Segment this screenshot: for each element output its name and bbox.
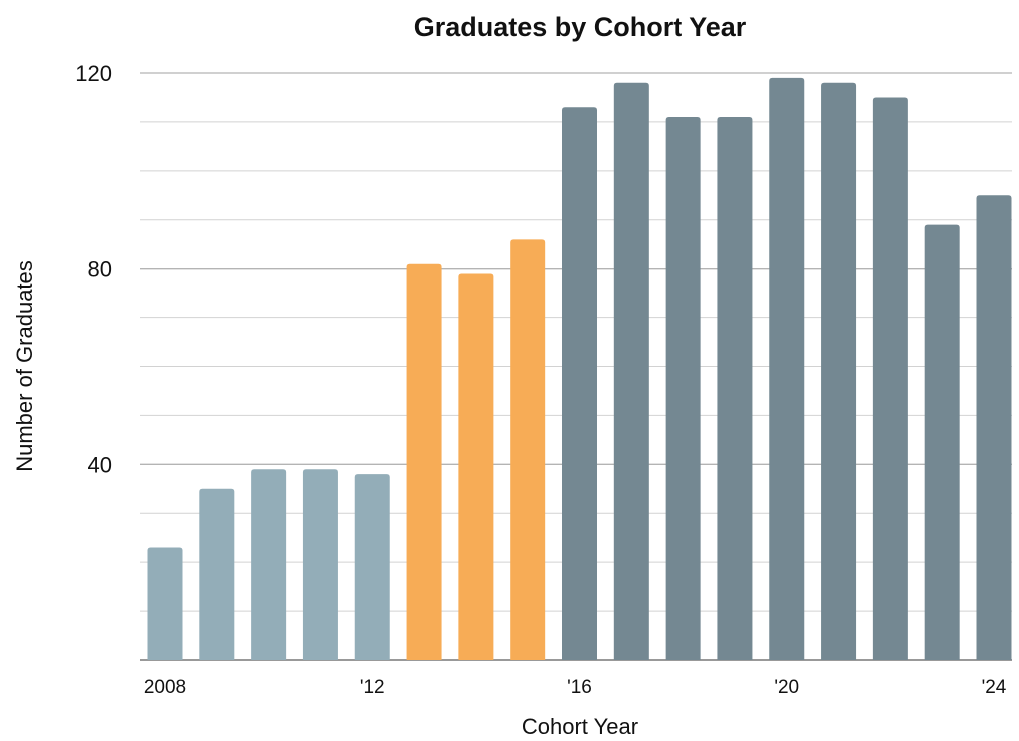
- x-tick-label: '24: [982, 677, 1007, 698]
- x-tick-label: '20: [774, 677, 799, 698]
- bar-2008: [147, 547, 183, 660]
- bar-2013: [406, 263, 442, 660]
- x-tick-label: '12: [360, 677, 385, 698]
- bar-2011: [302, 469, 338, 660]
- bar-2024: [976, 195, 1012, 660]
- bar-2019: [717, 117, 753, 660]
- bar-2023: [924, 224, 960, 660]
- bar-2012: [354, 474, 390, 660]
- y-tick-label: 40: [88, 452, 112, 477]
- y-tick-layer: 40 80 120: [75, 61, 112, 477]
- y-axis-label: Number of Graduates: [12, 260, 37, 472]
- bar-2021: [821, 82, 857, 661]
- chart-title: Graduates by Cohort Year: [414, 12, 747, 42]
- y-tick-label: 120: [75, 61, 112, 86]
- bar-2017: [613, 82, 649, 661]
- x-tick-layer: 2008 '12 '16 '20 '24: [144, 677, 1007, 698]
- bar-2010: [251, 469, 287, 660]
- y-tick-label: 80: [88, 257, 112, 282]
- bar-2014: [458, 273, 494, 660]
- bar-2016: [562, 107, 597, 660]
- bar-2015: [510, 239, 546, 661]
- bar-2018: [665, 117, 701, 660]
- x-tick-label: 2008: [144, 677, 186, 698]
- bar-2009: [199, 488, 235, 660]
- x-axis-label: Cohort Year: [522, 714, 638, 739]
- bar-2020: [769, 77, 805, 661]
- x-tick-label: '16: [567, 677, 592, 698]
- bar-2022: [872, 97, 908, 661]
- bar-layer: [147, 77, 1012, 661]
